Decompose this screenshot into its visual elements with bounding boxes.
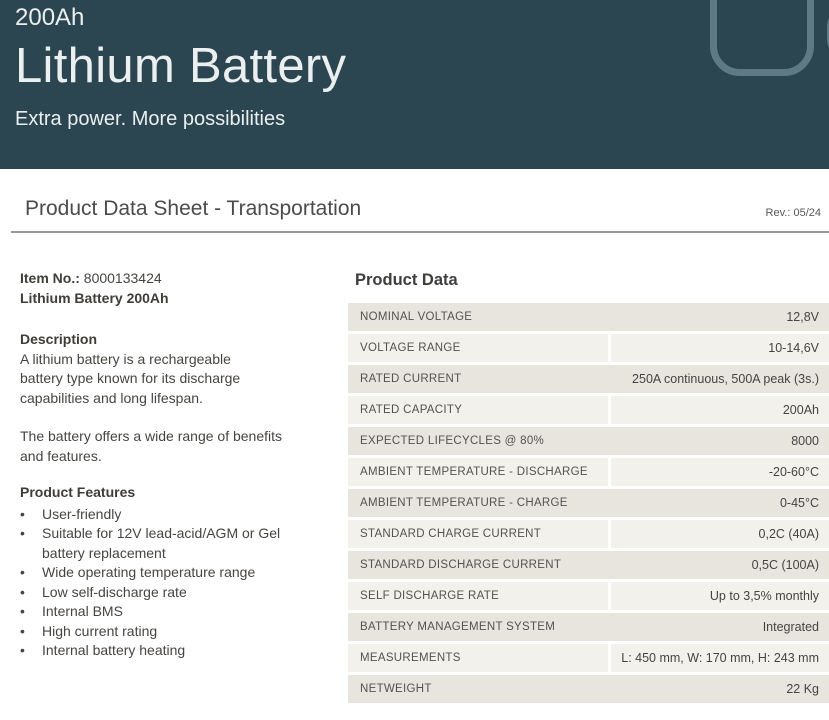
table-row: MEASUREMENTS L: 450 mm, W: 170 mm, H: 243… xyxy=(348,644,829,672)
description-paragraph-2: The battery offers a wide range of benef… xyxy=(20,428,283,464)
tagline: Extra power. More possibilities xyxy=(15,108,286,130)
table-row: VOLTAGE RANGE 10-14,6V xyxy=(348,334,829,362)
feature-text: High current rating xyxy=(42,622,158,639)
feature-text: Suitable for 12V lead-acid/AGM or Gel ba… xyxy=(42,525,281,561)
row-label: AMBIENT TEMPERATURE - CHARGE xyxy=(360,497,568,509)
row-value: 12,8V xyxy=(786,310,819,324)
row-value: 8000 xyxy=(791,434,819,448)
row-value: 10-14,6V xyxy=(611,334,829,362)
bullet-icon: • xyxy=(20,583,25,600)
table-row: STANDARD DISCHARGE CURRENT 0,5C (100A) xyxy=(348,551,829,579)
bullet-icon: • xyxy=(20,603,25,619)
row-label: EXPECTED LIFECYCLES @ 80% xyxy=(360,435,545,447)
row-value: Integrated xyxy=(762,620,819,634)
table-row: NETWEIGHT 22 Kg xyxy=(348,675,829,703)
item-number-label: Item No.: xyxy=(20,270,80,286)
row-label: AMBIENT TEMPERATURE - DISCHARGE xyxy=(348,458,608,486)
table-row: AMBIENT TEMPERATURE - DISCHARGE -20-60°C xyxy=(348,458,829,486)
row-label: SELF DISCHARGE RATE xyxy=(348,582,608,610)
feature-item: • Wide operating temperature range xyxy=(20,563,334,583)
item-block: Item No.: 8000133424 Lithium Battery 200… xyxy=(20,269,334,308)
bullet-icon: • xyxy=(20,564,25,580)
bullet-icon: • xyxy=(20,642,25,658)
product-data-table: NOMINAL VOLTAGE 12,8V VOLTAGE RANGE 10-14,6… xyxy=(348,303,829,703)
table-row: RATED CURRENT 250A continuous, 500A peak … xyxy=(348,365,829,393)
table-row: STANDARD CHARGE CURRENT 0,2C (40A) xyxy=(348,520,829,548)
bullet-icon: • xyxy=(20,525,25,541)
row-label: STANDARD CHARGE CURRENT xyxy=(348,520,608,548)
row-value: 200Ah xyxy=(611,396,829,424)
table-row: RATED CAPACITY 200Ah xyxy=(348,396,829,424)
feature-item: • Internal battery heating xyxy=(20,641,334,661)
capacity-label: 200Ah xyxy=(15,4,85,31)
row-value: 22 Kg xyxy=(786,682,819,696)
row-label: STANDARD DISCHARGE CURRENT xyxy=(360,559,562,571)
row-value: 250A continuous, 500A peak (3s.) xyxy=(632,372,819,386)
bullet-icon: • xyxy=(20,505,25,522)
product-data-heading: Product Data xyxy=(355,271,458,289)
row-value: -20-60°C xyxy=(611,458,829,486)
feature-text: Internal battery heating xyxy=(42,642,186,658)
row-label: VOLTAGE RANGE xyxy=(348,334,608,362)
row-value: L: 450 mm, W: 170 mm, H: 243 mm xyxy=(611,644,829,672)
feature-text: Internal BMS xyxy=(42,603,123,619)
feature-item: • High current rating xyxy=(20,622,334,642)
content-area: Item No.: 8000133424 Lithium Battery 200… xyxy=(0,269,829,706)
item-number-value: 8000133424 xyxy=(83,270,162,286)
hero-header: 200Ah Lithium Battery Extra power. More … xyxy=(0,0,829,169)
table-row: EXPECTED LIFECYCLES @ 80% 8000 xyxy=(348,427,829,455)
features-heading: Product Features xyxy=(20,484,136,500)
document-header: Product Data Sheet - Transportation Rev.… xyxy=(11,196,829,233)
table-row: AMBIENT TEMPERATURE - CHARGE 0-45°C xyxy=(348,489,829,517)
row-value: 0,5C (100A) xyxy=(751,558,819,572)
feature-text: Low self-discharge rate xyxy=(42,583,187,600)
features-block: Product Features • User-friendly • Suitable… xyxy=(20,483,334,661)
row-label: MEASUREMENTS xyxy=(348,644,608,672)
table-row: BATTERY MANAGEMENT SYSTEM Integrated xyxy=(348,613,829,641)
feature-text: User-friendly xyxy=(42,505,122,522)
description-block: Description A lithium battery is a recha… xyxy=(20,330,334,408)
left-column: Item No.: 8000133424 Lithium Battery 200… xyxy=(0,269,348,706)
row-label: BATTERY MANAGEMENT SYSTEM xyxy=(360,621,556,633)
table-row: SELF DISCHARGE RATE Up to 3,5% monthly xyxy=(348,582,829,610)
battery-outline-icon xyxy=(710,0,814,76)
description-paragraph-1: A lithium battery is a rechargeable batt… xyxy=(20,350,241,406)
revision-label: Rev.: 05/24 xyxy=(765,207,821,219)
row-label: NETWEIGHT xyxy=(360,683,432,695)
feature-item: • User-friendly xyxy=(20,505,334,525)
row-value: 0,2C (40A) xyxy=(611,520,829,548)
row-value: Up to 3,5% monthly xyxy=(611,582,829,610)
row-value: 0-45°C xyxy=(779,496,819,510)
item-number-line: Item No.: 8000133424 xyxy=(20,269,334,289)
feature-text: Wide operating temperature range xyxy=(42,564,256,580)
right-column: Product Data NOMINAL VOLTAGE 12,8V VOLTAGE… xyxy=(348,269,829,706)
description-heading: Description xyxy=(20,331,98,347)
feature-item: • Internal BMS xyxy=(20,602,334,622)
row-label: RATED CAPACITY xyxy=(348,396,608,424)
feature-item: • Low self-discharge rate xyxy=(20,583,334,603)
bullet-icon: • xyxy=(20,622,25,639)
table-row: NOMINAL VOLTAGE 12,8V xyxy=(348,303,829,331)
row-label: NOMINAL VOLTAGE xyxy=(360,311,473,323)
page-title: Lithium Battery xyxy=(15,39,347,93)
document-title: Product Data Sheet - Transportation xyxy=(25,197,362,220)
item-name: Lithium Battery 200Ah xyxy=(20,289,169,306)
row-label: RATED CURRENT xyxy=(360,373,462,385)
feature-item: • Suitable for 12V lead-acid/AGM or Gel b… xyxy=(20,524,334,563)
features-list: • User-friendly • Suitable for 12V lead-aci… xyxy=(20,505,334,661)
